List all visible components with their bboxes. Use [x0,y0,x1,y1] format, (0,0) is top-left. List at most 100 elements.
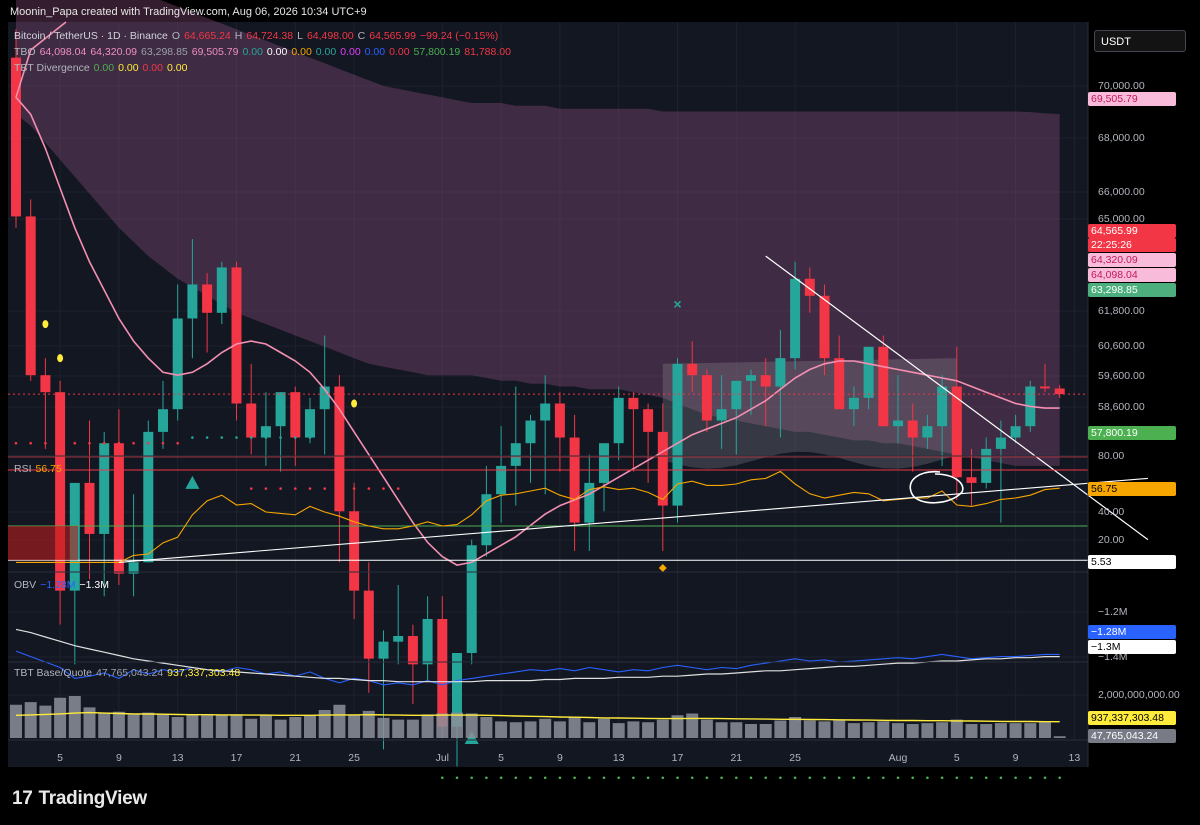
legend-main-item: 64,665.24 [184,30,231,42]
volume-bar [524,721,537,738]
candle-body [613,397,624,444]
volume-bar [201,715,214,738]
legend-tbo-item: 0.00 [266,46,288,58]
stop-dot-red [161,441,165,445]
legend-vol-item: TBT Base/Quote [14,667,93,679]
volume-bar [480,717,493,738]
volume-bar [539,718,552,738]
volume-bar [745,724,757,738]
rsi-axis-label: 20.00 [1098,534,1125,546]
legend-main[interactable]: Bitcoin / TetherUS · 1D · Binance O 64,665… [14,30,502,42]
price-axis-label: 58,600.00 [1098,401,1145,413]
price-axis-label: 66,000.00 [1098,186,1145,198]
vol-axis-label: 2,000,000,000.00 [1098,689,1180,701]
volume-bar [950,719,963,738]
stop-dot-green [720,776,723,780]
volume-bar [215,715,228,738]
stop-dot-red [132,441,135,445]
volume-bar [377,717,390,738]
price-axis-label: 59,600.00 [1098,370,1145,382]
axis-value-badge: 63,298.85 [1088,283,1176,297]
legend-obv[interactable]: OBV −1.28M −1.3M [14,579,113,591]
volume-bar [568,717,581,738]
volume-bar [127,714,140,738]
stop-dot-green [735,776,738,780]
candle-body [569,437,580,523]
indicator-lines [8,21,1149,780]
candle-body [687,363,698,376]
legend-main-item: −99.24 (−0.15%) [419,30,499,42]
stop-dot-green [264,436,268,439]
candle-body [466,545,477,653]
candle-body [1040,386,1050,389]
stop-dot-green [543,776,547,780]
candle-body [143,431,154,563]
volume-bar [39,705,52,738]
stop-dot-green [896,776,900,780]
volume-bar [612,723,625,738]
volume-bar [906,724,919,738]
price-axis-label: 60,600.00 [1098,340,1145,352]
candle-body [1010,426,1021,438]
price-axis-label: 61,800.00 [1098,305,1145,317]
volume-bar [833,720,846,738]
price-axis-label: 70,000.00 [1098,80,1145,92]
axis-value-badge: 937,337,303.48 [1088,711,1176,725]
volume-bar [1039,722,1051,738]
stop-dot-green [529,776,532,780]
volume-bar [553,721,566,738]
volume-bar [583,722,596,738]
legend-tbo-item: 0.00 [291,46,312,58]
legend-tbt_div-item: TBT Divergence [14,62,90,74]
time-axis-label: Aug [888,752,908,764]
volume-pane [10,696,1066,738]
candle-body [937,386,948,427]
legend-vol-item: 937,337,303.48 [167,667,241,679]
stop-dot-green [602,776,606,780]
candle-body [731,380,742,410]
rsi-pane [8,456,1148,563]
stop-dot-green [249,436,253,439]
legend-rsi[interactable]: RSI 56.75 [14,463,66,475]
stop-dot-green [1029,776,1032,780]
candle-body [422,618,433,665]
time-axis-label: 21 [289,752,302,764]
volume-bar [245,718,258,738]
tradingview-logo[interactable]: 17 TradingView [12,788,147,810]
candle-body [40,375,51,393]
volume-bar [54,697,67,738]
stop-dot-green [1058,776,1061,780]
stop-dot-green [588,776,591,780]
volume-bar [392,719,405,738]
time-axis-label: 13 [612,752,625,764]
legend-tbo-item: TBO [14,46,36,58]
candle-body [407,635,418,665]
stop-dot-green [779,776,782,780]
legend-tbt-divergence[interactable]: TBT Divergence 0.00 0.00 0.00 0.00 [14,62,191,74]
candle-body [907,420,918,438]
axis-value-badge: 22:25:26 [1088,238,1176,252]
stop-dot-green [235,436,238,439]
stop-dot-green [837,776,841,780]
time-axis-label: 5 [57,752,64,764]
stop-dot-green [308,436,312,439]
signal-dot [57,354,64,363]
stop-dot-red [147,441,150,445]
volume-bar [333,704,346,738]
currency-button[interactable]: USDT [1094,30,1186,52]
rsi-trendline [118,477,1148,563]
stop-dot-green [470,776,474,780]
stop-dot-green [499,776,503,780]
legend-volume[interactable]: TBT Base/Quote 47,765,043.24 937,337,303.4… [14,667,244,679]
candle-body [628,397,639,410]
legend-tbo[interactable]: TBO 64,098.04 64,320.09 63,298.85 69,505.79 0… [14,46,515,58]
candle-body [246,403,257,438]
stop-dot-red [367,487,371,490]
volume-bar [980,724,993,738]
stop-dot-green [676,776,679,780]
volume-bar [406,719,419,738]
legend-main-item: Bitcoin / TetherUS · 1D · Binance [14,30,168,42]
rsi-oversold-fill [8,526,78,561]
volume-bar [994,723,1007,738]
